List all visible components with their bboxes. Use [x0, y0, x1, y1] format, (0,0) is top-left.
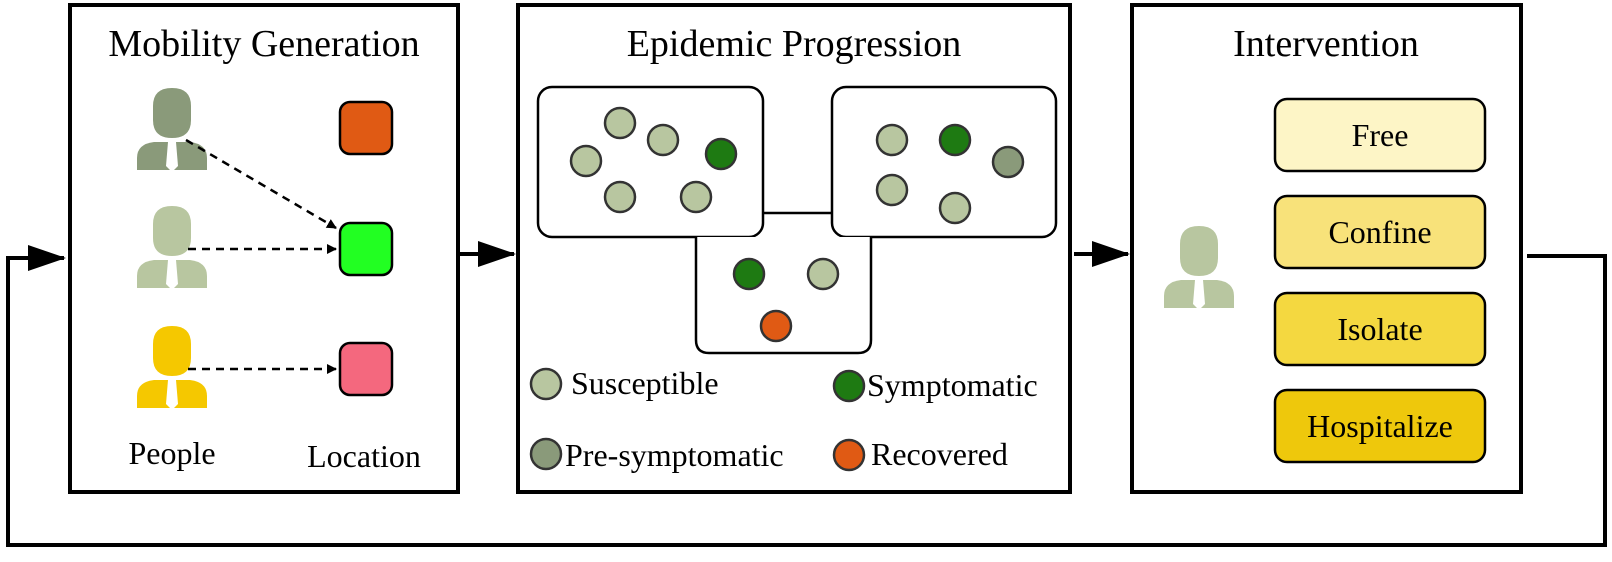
legend-marker-susceptible: [529, 367, 563, 401]
legend: Susceptible Symptomatic Pre-symptomatic …: [529, 365, 1038, 473]
susceptible-agent: [603, 180, 637, 214]
symptomatic-agent: [704, 137, 738, 171]
intervention-label-confine: Confine: [1328, 214, 1431, 250]
intervention-panel-title: Intervention: [1233, 23, 1419, 65]
mobility-edge: [185, 138, 337, 230]
susceptible-agent: [679, 180, 713, 214]
recovered-agent: [759, 309, 793, 343]
people-label: People: [128, 435, 215, 471]
legend-label-presymptomatic: Pre-symptomatic: [565, 437, 784, 473]
feedback-loop-arrow: [6, 245, 1607, 547]
intervention-label-free: Free: [1352, 117, 1409, 153]
location-square-icon: [338, 100, 394, 156]
presymptomatic-agent: [991, 145, 1025, 179]
agent-dots: [569, 106, 1025, 343]
location-label: Location: [307, 438, 421, 474]
symptomatic-agent: [938, 123, 972, 157]
epidemic-panel-title: Epidemic Progression: [627, 23, 962, 65]
susceptible-agent: [806, 257, 840, 291]
person-icon: [137, 88, 207, 172]
location-square-icon: [338, 341, 394, 397]
mobility-panel-title: Mobility Generation: [108, 23, 419, 65]
legend-label-symptomatic: Symptomatic: [867, 367, 1038, 403]
intervention-label-isolate: Isolate: [1337, 311, 1422, 347]
legend-marker-symptomatic: [832, 369, 866, 403]
person-icon: [137, 206, 207, 290]
intervention-option-confine: Confine: [1273, 194, 1487, 270]
legend-marker-recovered: [832, 438, 866, 472]
intervention-option-hospitalize: Hospitalize: [1273, 388, 1487, 464]
symptomatic-agent: [732, 257, 766, 291]
susceptible-agent: [875, 173, 909, 207]
susceptible-agent: [938, 191, 972, 225]
susceptible-agent: [646, 123, 680, 157]
person-icon: [1164, 226, 1234, 310]
susceptible-agent: [875, 123, 909, 157]
person-icon: [137, 326, 207, 410]
intervention-option-isolate: Isolate: [1273, 291, 1487, 367]
susceptible-agent: [603, 106, 637, 140]
legend-marker-presymptomatic: [529, 437, 563, 471]
intervention-panel: Intervention Free Confine Isolate Hospit…: [1130, 3, 1523, 494]
intervention-label-hospitalize: Hospitalize: [1307, 408, 1453, 444]
legend-label-recovered: Recovered: [871, 436, 1008, 472]
legend-label-susceptible: Susceptible: [571, 365, 719, 401]
intervention-option-free: Free: [1273, 97, 1487, 173]
epidemic-progression-panel: Epidemic Progression Susceptible Sy: [516, 3, 1072, 494]
mobility-generation-panel: Mobility Generation People Location: [68, 3, 460, 494]
susceptible-agent: [569, 144, 603, 178]
location-square-icon: [338, 221, 394, 277]
